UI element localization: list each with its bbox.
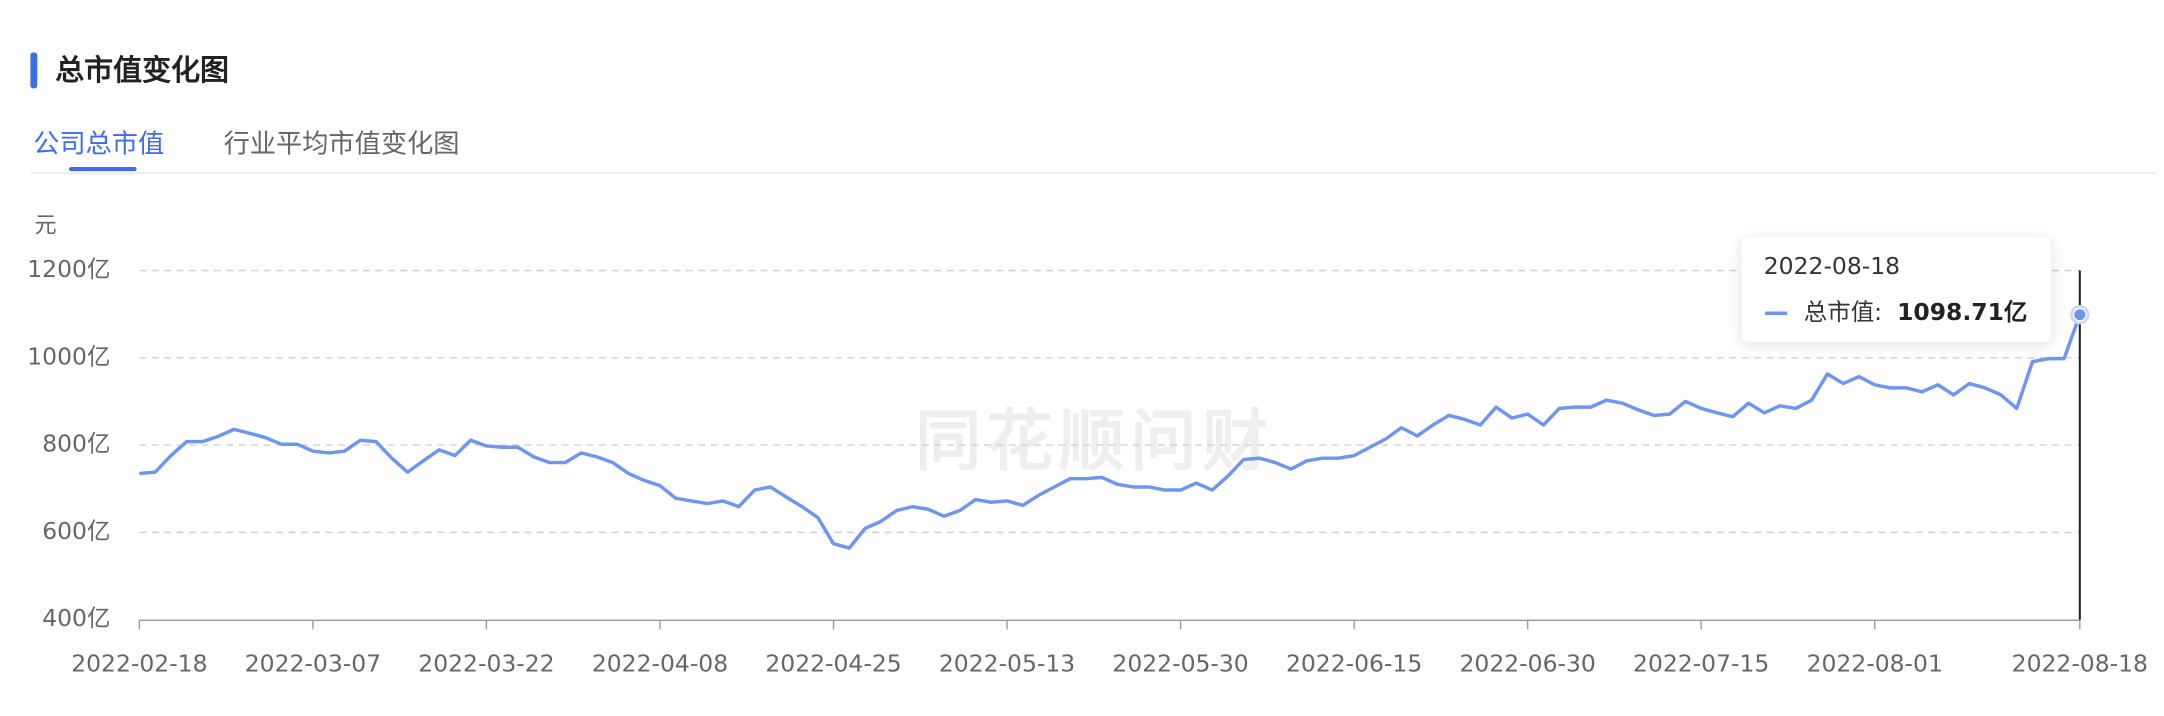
tab-active[interactable]: 公司总市值: [33, 129, 164, 159]
plot-area: 400亿 600亿 800亿 1000亿 1200亿 2022-02-18 2022-03-…: [27, 237, 2148, 678]
y-tick-label: 800亿: [42, 430, 110, 458]
tooltip-value: 1098.71亿: [1897, 298, 2027, 326]
tooltip-date: 2022-08-18: [1764, 252, 1900, 280]
y-tick-label: 1200亿: [27, 255, 110, 283]
y-tick-label: 400亿: [42, 604, 110, 632]
hover-point-core: [2074, 309, 2086, 321]
x-tick-label: 2022-05-13: [939, 650, 1075, 678]
tooltip: 2022-08-18 总市值: 1098.71亿: [1741, 237, 2051, 343]
series-line: [139, 314, 2082, 550]
x-tick-label: 2022-04-25: [765, 650, 901, 678]
y-tick-label: 1000亿: [27, 342, 110, 370]
x-tick-label: 2022-07-15: [1633, 650, 1769, 678]
tab[interactable]: 行业平均市值变化图: [224, 129, 460, 159]
tooltip-box: [1741, 237, 2051, 343]
x-tick-label: 2022-08-01: [1807, 650, 1943, 678]
watermark: 同花顺问财: [915, 403, 1274, 480]
y-tick-label: 600亿: [42, 517, 110, 545]
x-tick-label: 2022-06-30: [1460, 650, 1596, 678]
x-tick-label: 2022-02-18: [71, 650, 207, 678]
x-tick-label: 2022-05-30: [1112, 650, 1248, 678]
tab-underline: [69, 166, 137, 172]
x-tick-label: 2022-03-22: [418, 650, 554, 678]
y-unit: 元: [35, 213, 57, 238]
x-tick-label: 2022-06-15: [1286, 650, 1422, 678]
x-tick-label: 2022-08-18: [2012, 650, 2148, 678]
tooltip-label: 总市值:: [1804, 298, 1882, 326]
chart-title: 总市值变化图: [55, 53, 229, 87]
x-tick-label: 2022-04-08: [592, 650, 728, 678]
x-tick-label: 2022-03-07: [245, 650, 381, 678]
title-accent: [30, 52, 38, 89]
